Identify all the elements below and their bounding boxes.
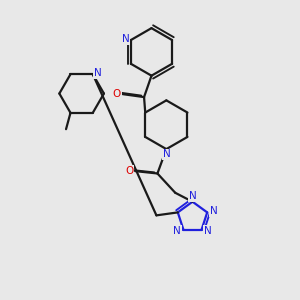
Text: N: N — [210, 206, 218, 216]
Text: N: N — [163, 149, 171, 160]
Text: N: N — [94, 68, 102, 78]
Text: O: O — [125, 166, 133, 176]
Text: N: N — [173, 226, 181, 236]
Text: N: N — [189, 191, 197, 201]
Text: N: N — [204, 226, 212, 236]
Text: N: N — [122, 34, 129, 44]
Text: O: O — [112, 89, 121, 99]
